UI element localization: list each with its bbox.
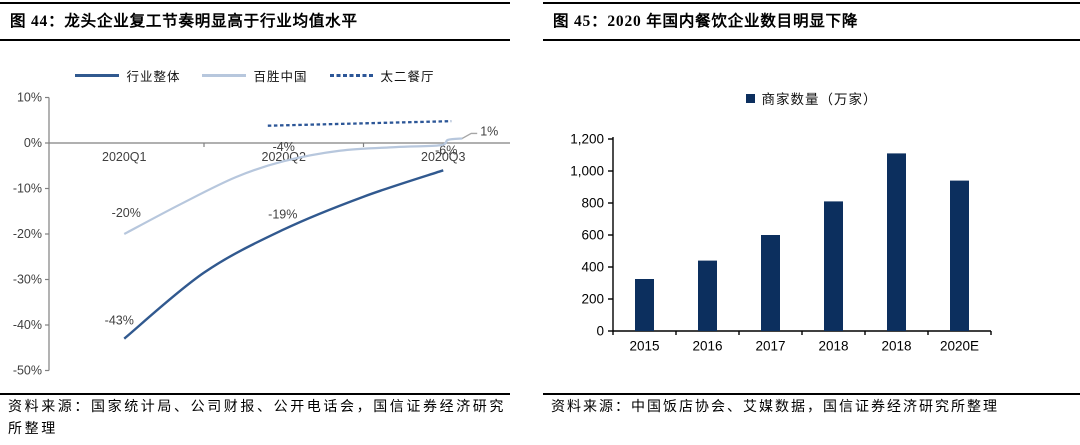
figure-title: 图 44：龙头企业复工节奏明显高于行业均值水平 <box>10 13 358 30</box>
source-note: 资料来源：中国饭店协会、艾媒数据，国信证券经济研究所整理 <box>551 400 999 415</box>
legend-label: 商家数量（万家） <box>761 92 878 107</box>
solid-line-swatch <box>75 74 120 77</box>
svg-text:800: 800 <box>581 196 604 211</box>
svg-text:0: 0 <box>596 324 604 339</box>
svg-text:-10%: -10% <box>13 182 42 196</box>
legend-label: 太二餐厅 <box>380 70 435 84</box>
svg-text:-6%: -6% <box>435 143 457 157</box>
legend: 商家数量（万家） <box>543 88 1080 108</box>
bar-swatch <box>745 93 755 103</box>
svg-text:2015: 2015 <box>629 339 659 354</box>
svg-text:-20%: -20% <box>13 227 42 241</box>
svg-text:-43%: -43% <box>105 314 134 328</box>
svg-text:-19%: -19% <box>268 207 297 221</box>
svg-text:-50%: -50% <box>13 364 42 378</box>
svg-text:400: 400 <box>581 260 604 275</box>
bar-chart: 0 200 400 600 800 1,000 1,200 2015 2016 2017 2018 2… <box>543 40 1080 390</box>
footer-rule <box>0 393 510 395</box>
svg-text:2020Q3: 2020Q3 <box>421 150 466 164</box>
legend: 行业整体 百胜中国 太二餐厅 <box>0 66 510 85</box>
top-rule <box>0 2 510 4</box>
title-rule <box>543 39 1080 41</box>
svg-text:1,000: 1,000 <box>570 164 604 179</box>
top-rule <box>543 2 1080 4</box>
legend-label: 百胜中国 <box>253 70 308 84</box>
figure-44: 图 44：龙头企业复工节奏明显高于行业均值水平 行业整体 百胜中国 太二餐厅 1… <box>0 0 510 445</box>
svg-text:10%: 10% <box>17 91 42 105</box>
legend-item-industry: 行业整体 <box>75 66 180 85</box>
svg-text:2016: 2016 <box>692 339 722 354</box>
line-plot: 10% 0% -10% -20% -30% -40% -50% 2020Q1 2020Q2 202… <box>13 91 510 378</box>
svg-text:200: 200 <box>581 292 604 307</box>
svg-text:2020Q1: 2020Q1 <box>102 150 147 164</box>
svg-text:2018: 2018 <box>818 339 848 354</box>
legend-item-taier: 太二餐厅 <box>329 66 435 85</box>
bar-plot: 0 200 400 600 800 1,000 1,200 2015 2016 2017 2018 2… <box>570 132 992 354</box>
source-note: 资料来源：国家统计局、公司财报、公开电话会，国信证券经济研究所整理 <box>8 400 506 437</box>
svg-text:-40%: -40% <box>13 318 42 332</box>
dashed-line-swatch <box>329 74 374 77</box>
solid-line-swatch <box>202 74 247 77</box>
line-chart: 10% 0% -10% -20% -30% -40% -50% 2020Q1 2020Q2 202… <box>0 40 510 390</box>
svg-text:2020E: 2020E <box>940 339 979 354</box>
legend-item-yumchina: 百胜中国 <box>202 66 307 85</box>
svg-text:0%: 0% <box>24 136 42 150</box>
svg-text:-4%: -4% <box>273 140 295 154</box>
svg-text:600: 600 <box>581 228 604 243</box>
title-rule <box>0 39 510 41</box>
svg-text:2017: 2017 <box>755 339 785 354</box>
legend-label: 行业整体 <box>126 70 181 84</box>
svg-text:1,200: 1,200 <box>570 132 604 147</box>
svg-text:1%: 1% <box>480 124 498 138</box>
svg-text:-20%: -20% <box>112 206 141 220</box>
svg-text:2020Q2: 2020Q2 <box>262 150 307 164</box>
svg-text:-30%: -30% <box>13 273 42 287</box>
svg-text:2018: 2018 <box>881 339 911 354</box>
footer-rule <box>543 393 1080 395</box>
figure-title: 图 45：2020 年国内餐饮企业数目明显下降 <box>553 13 859 30</box>
figure-45: 图 45：2020 年国内餐饮企业数目明显下降 商家数量（万家） 0 200 400… <box>543 0 1080 445</box>
